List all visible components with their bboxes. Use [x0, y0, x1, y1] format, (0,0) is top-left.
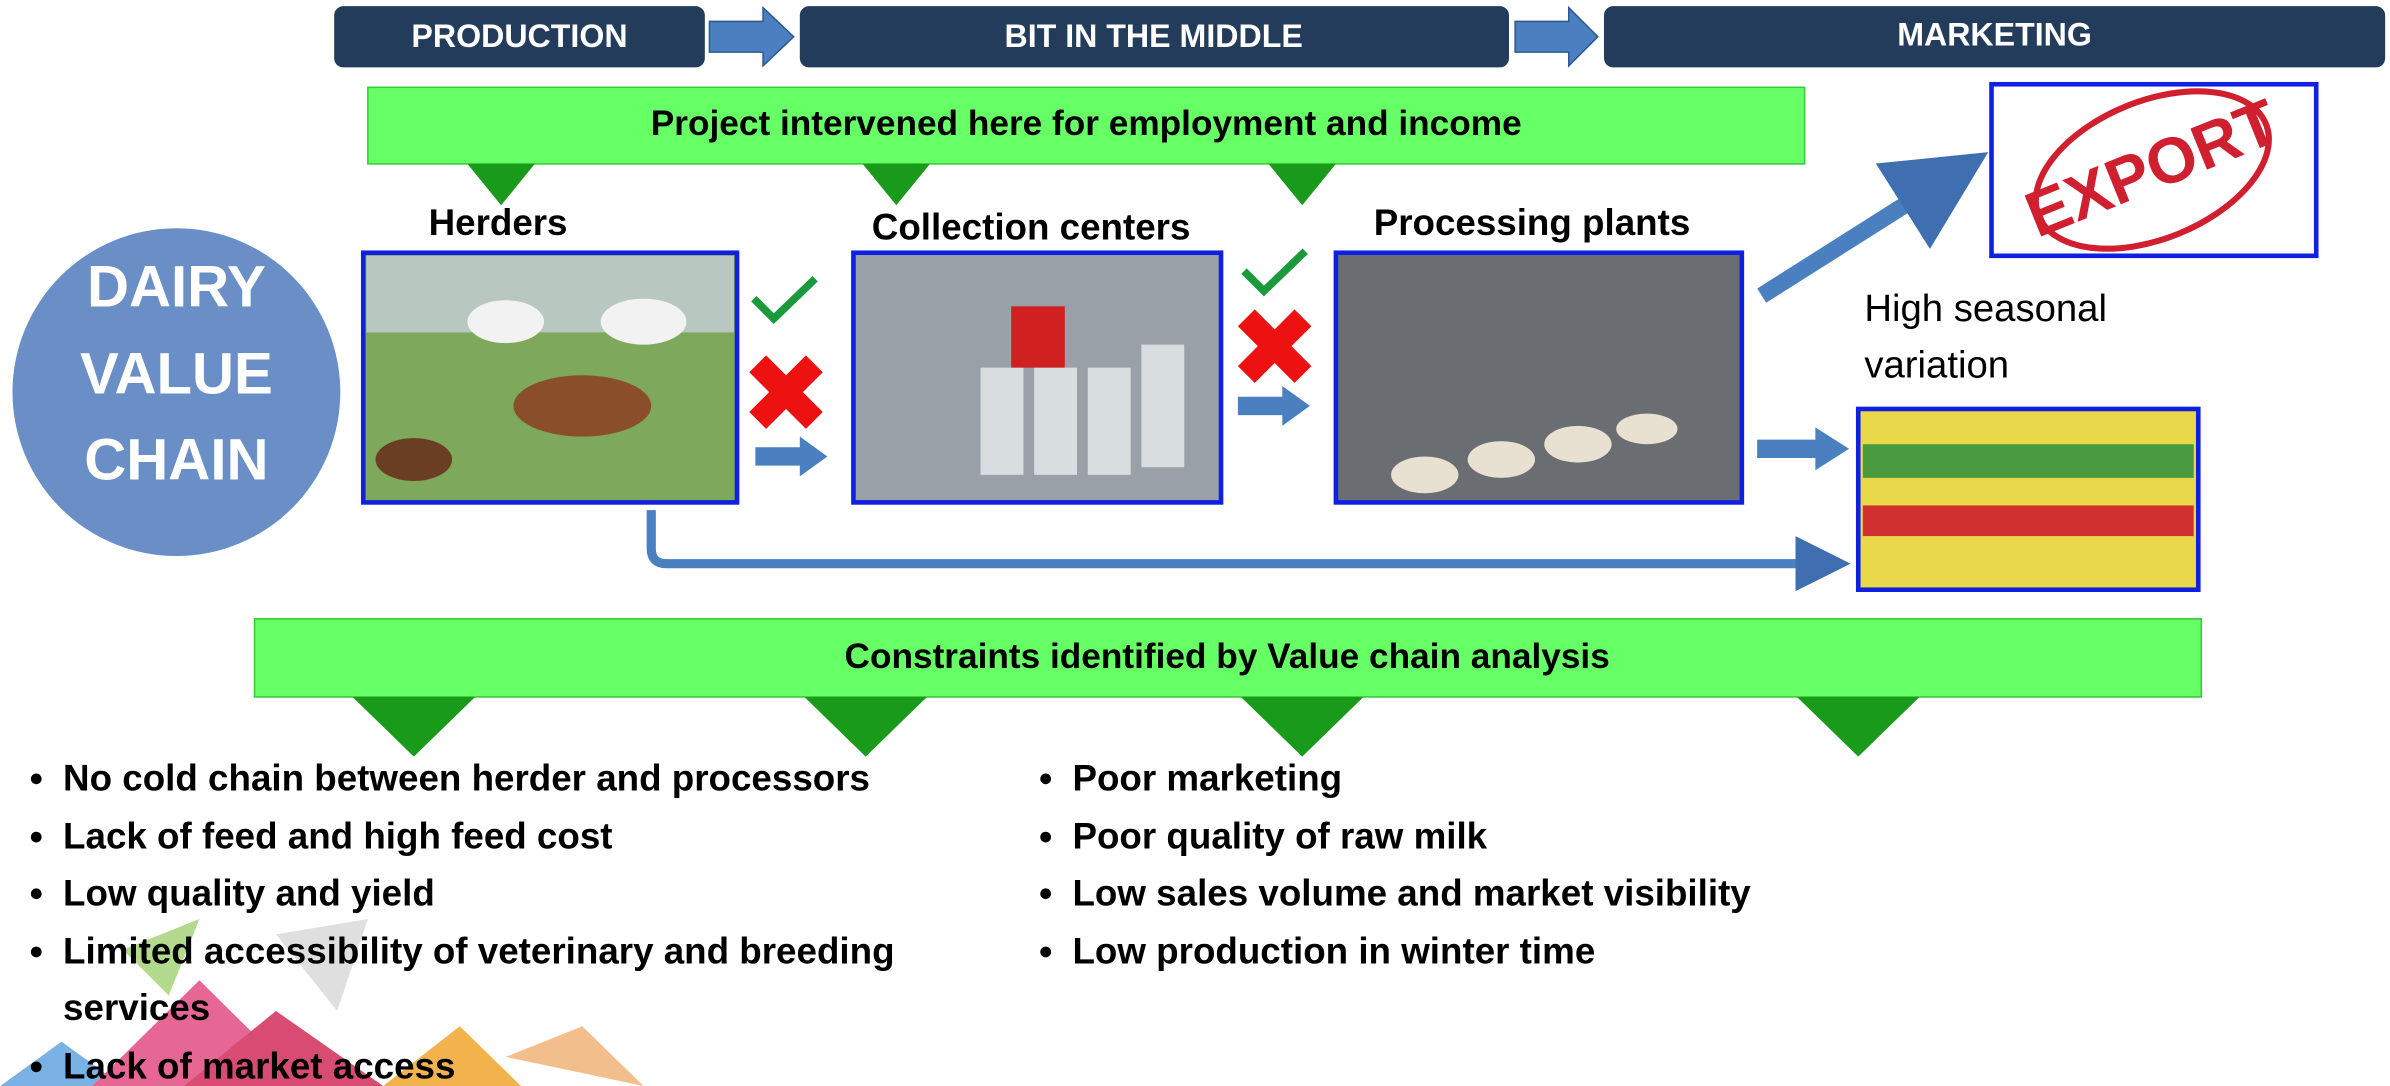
- flow-arrow: [1238, 386, 1310, 426]
- left-list: No cold chain between herder and process…: [23, 751, 1019, 1086]
- export-arrow: [1762, 179, 1946, 295]
- flow-arrow: [755, 437, 827, 477]
- down-arrows: [353, 697, 1920, 757]
- badge-text: VALUE: [80, 342, 273, 407]
- badge-text: CHAIN: [84, 427, 268, 492]
- node-label: Herders: [429, 202, 568, 243]
- stage-arrow: [709, 8, 793, 66]
- constraint-item: Low quality and yield: [63, 865, 1019, 922]
- constraint-item: Low sales volume and market visibility: [1072, 865, 1982, 922]
- constraints-title: Constraints identified by Value chain an…: [845, 637, 1610, 676]
- intervention-text: Project intervened here for employment a…: [651, 104, 1522, 143]
- stage-arrow: [1515, 8, 1598, 66]
- check: [754, 279, 815, 319]
- flow-arrow: [1757, 427, 1849, 470]
- note: High seasonal: [1864, 287, 2107, 330]
- node-label: Processing plants: [1374, 202, 1691, 243]
- direct-arrow: [651, 510, 1823, 564]
- node-label: Collection centers: [872, 206, 1191, 247]
- photo-herders: [363, 253, 737, 503]
- stage-label: PRODUCTION: [411, 18, 627, 54]
- down-arrows: [467, 164, 1335, 205]
- constraint-item: Low production in winter time: [1072, 923, 1982, 980]
- photo-shelf: [1858, 409, 2198, 590]
- constraint-item: No cold chain between herder and process…: [63, 751, 1019, 808]
- right-list: Poor marketingPoor quality of raw milkLo…: [1033, 751, 1983, 981]
- stage-label: BIT IN THE MIDDLE: [1004, 18, 1302, 54]
- slide: PRODUCTION BIT IN THE MIDDLE MARKETING P…: [0, 0, 2390, 1086]
- constraint-item: Limited accessibility of veterinary and …: [63, 923, 1019, 1038]
- cross: [1238, 309, 1312, 383]
- constraint-item: Poor marketing: [1072, 751, 1982, 808]
- note: variation: [1864, 344, 2009, 387]
- constraint-item: Lack of feed and high feed cost: [63, 808, 1019, 865]
- photo-processing: [1336, 253, 1742, 503]
- constraint-item: Lack of market access: [63, 1038, 1019, 1086]
- constraint-item: Poor quality of raw milk: [1072, 808, 1982, 865]
- right-list-box: Poor marketingPoor quality of raw milkLo…: [1033, 751, 1983, 1011]
- stage-bar: PRODUCTION BIT IN THE MIDDLE MARKETING: [334, 6, 2385, 67]
- cross: [749, 355, 823, 429]
- left-list-box: No cold chain between herder and process…: [23, 751, 1019, 1086]
- check: [1244, 251, 1305, 291]
- badge-text: DAIRY: [87, 254, 266, 319]
- stage-label: MARKETING: [1897, 16, 2092, 52]
- photo-collection: [853, 253, 1221, 503]
